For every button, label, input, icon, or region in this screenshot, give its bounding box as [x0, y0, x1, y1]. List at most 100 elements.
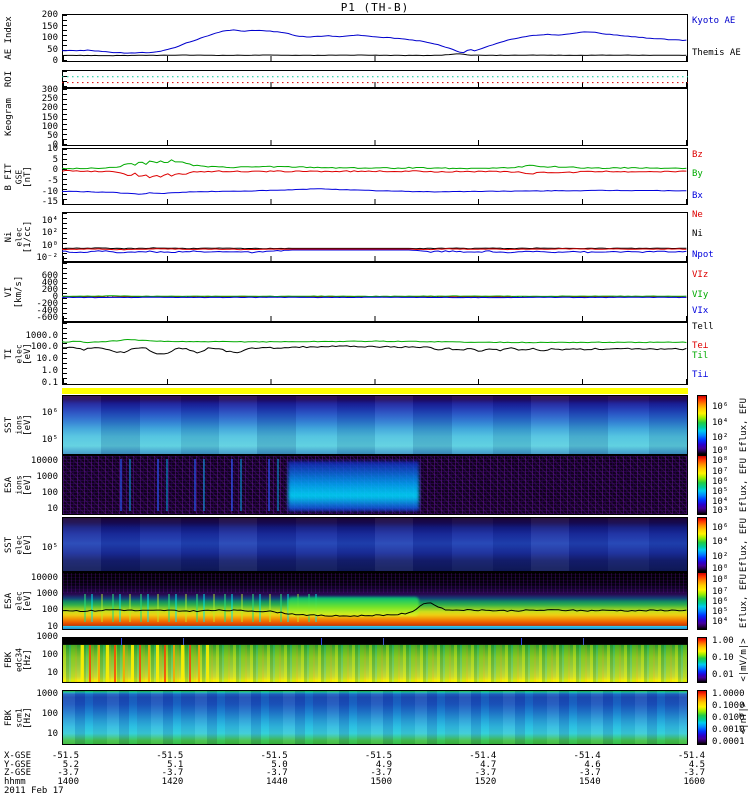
axis-label-bfit: GSE	[14, 169, 23, 184]
spectrogram-hot-stripes	[75, 645, 213, 682]
y-tick-label: 10	[47, 621, 58, 632]
axis-label-bfit: [nT]	[23, 165, 33, 188]
axis-label-fbk1: edc34	[14, 647, 23, 673]
axis-label-fbk1: FBK	[4, 651, 14, 669]
ephemeris-value: 5.2	[62, 759, 79, 770]
colorbar-unit-label: Eflux, EFU	[739, 397, 749, 453]
colorbar-tick-label: 10⁴	[712, 417, 729, 428]
trace-label-til: Til	[692, 351, 709, 361]
axis-label-esa_e: [eV]	[23, 590, 33, 612]
y-tick-label: -15	[41, 197, 58, 208]
y-tick-label: 0	[52, 56, 58, 67]
colorbar-esa-electrons	[697, 572, 707, 630]
colorbar-tick-label: 0.1000	[712, 700, 745, 711]
y-tick-label: 100.0	[30, 342, 58, 353]
trace-label-by: By	[692, 169, 703, 179]
axis-label-ae: AE Index	[4, 16, 14, 60]
spectrogram-texture	[63, 691, 687, 744]
ephemeris-value: -51.5	[364, 751, 392, 761]
panel-keogram	[62, 88, 688, 146]
y-tick-label: 1000	[36, 632, 58, 643]
trace-label-vix: VIx	[692, 306, 709, 316]
y-tick-label: -10	[41, 186, 58, 197]
spectrogram-texture	[63, 396, 687, 454]
axis-label-esa_e: ESA	[4, 592, 14, 610]
colorbar-unit-label: Eflux, EFU	[739, 517, 749, 572]
spectrogram-blob	[287, 596, 419, 616]
axis-label-esa_e: elec	[14, 591, 23, 611]
y-tick-label: 400	[41, 277, 58, 288]
trace-label-ti⊥: Ti⊥	[692, 370, 709, 380]
axis-label-sst_i: [eV]	[23, 414, 33, 436]
colorbar-unit-label: Eflux, EFU	[739, 573, 749, 629]
colorbar-fbk-edc	[697, 637, 707, 683]
y-tick-label: 10	[47, 503, 58, 514]
colorbar-unit-label: <|mV/m|>	[739, 638, 749, 682]
y-tick-label: 5	[52, 154, 58, 165]
y-tick-label: 10⁰	[41, 240, 58, 251]
axis-label-v: VI	[4, 286, 14, 298]
colorbar-tick-label: 10²	[712, 551, 729, 562]
trace-label-kyoto-ae: Kyoto AE	[692, 16, 736, 26]
colorbar-tick-label: 10⁵	[712, 487, 729, 498]
ephemeris-value: -51.4	[573, 751, 601, 761]
colorbar-tick-label: 10⁶	[712, 402, 729, 412]
colorbar-tick-label: 0.0001	[712, 737, 745, 748]
y-tick-label: -200	[36, 298, 58, 309]
ephemeris-value: 1540	[578, 776, 601, 787]
trace-label-ne: Ne	[692, 210, 703, 220]
axis-label-fbk2: FBK	[4, 709, 14, 726]
ephemeris-value: 1440	[265, 776, 288, 787]
axis-label-fbk2: scm1	[14, 707, 23, 728]
colorbar-tick-label: 10²	[712, 433, 729, 444]
y-tick-label: 10⁶	[41, 408, 58, 419]
spectrogram-streaks	[63, 638, 687, 645]
axis-label-sst_i: SST	[4, 416, 14, 434]
ephemeris-value: 5.1	[167, 759, 184, 770]
y-tick-label: 10²	[41, 228, 58, 239]
ephemeris-value: 4.9	[375, 759, 392, 770]
y-tick-label: 1000	[36, 471, 58, 482]
trace-label-npot: Npot	[692, 250, 714, 260]
panel-ae-index	[62, 14, 688, 62]
ephemeris-row-label: Z-GSE	[4, 768, 32, 778]
y-tick-label: 50	[47, 44, 58, 55]
axis-label-t: elec	[14, 343, 23, 364]
panel-fbk-edc	[62, 637, 688, 683]
y-tick-label: 10.0	[36, 354, 58, 365]
y-tick-label: 150	[41, 21, 58, 32]
panel-b-fit	[62, 148, 688, 205]
trace-label-viy: VIy	[692, 290, 709, 300]
ephemeris-value: 4.5	[688, 759, 705, 770]
trace-label-tell: Tell	[692, 322, 714, 332]
ephemeris-value: 4.6	[584, 759, 601, 770]
colorbar-tick-label: 10⁰	[712, 563, 729, 574]
y-tick-label: 1000	[36, 589, 58, 600]
y-tick-label: 100	[41, 650, 58, 661]
panel-velocity	[62, 262, 688, 322]
ephemeris-value: -3.7	[578, 768, 601, 778]
trace-label-bx: Bx	[692, 191, 703, 201]
panel-esa-ions	[62, 455, 688, 515]
ephemeris-value: -3.7	[683, 768, 705, 778]
ephemeris-value: 1500	[370, 776, 392, 787]
y-tick-label: 100	[41, 487, 58, 498]
axis-label-n: Ni	[4, 231, 14, 243]
date-label: 2011 Feb 17	[4, 786, 64, 796]
spectrogram-streaks	[75, 594, 326, 623]
ephemeris-value: 1400	[57, 776, 79, 787]
colorbar-tick-label: 0.10	[712, 653, 734, 664]
axis-label-fbk1: [Hz]	[23, 649, 33, 671]
y-tick-label: 10	[47, 668, 58, 679]
colorbar-tick-label: 0.0100	[712, 713, 745, 724]
y-tick-label: 1.0	[41, 365, 58, 376]
y-tick-label: 10⁵	[41, 543, 58, 554]
colorbar-fbk-scm	[697, 690, 707, 745]
y-tick-label: 0	[52, 291, 58, 302]
y-tick-label: 1000.0	[25, 330, 58, 341]
panel-sst-ions	[62, 395, 688, 455]
colorbar-tick-label: 10⁵	[712, 607, 729, 618]
trace-label-ni: Ni	[692, 229, 703, 239]
y-tick-label: 100	[41, 33, 58, 44]
y-tick-label: 600	[41, 270, 58, 281]
